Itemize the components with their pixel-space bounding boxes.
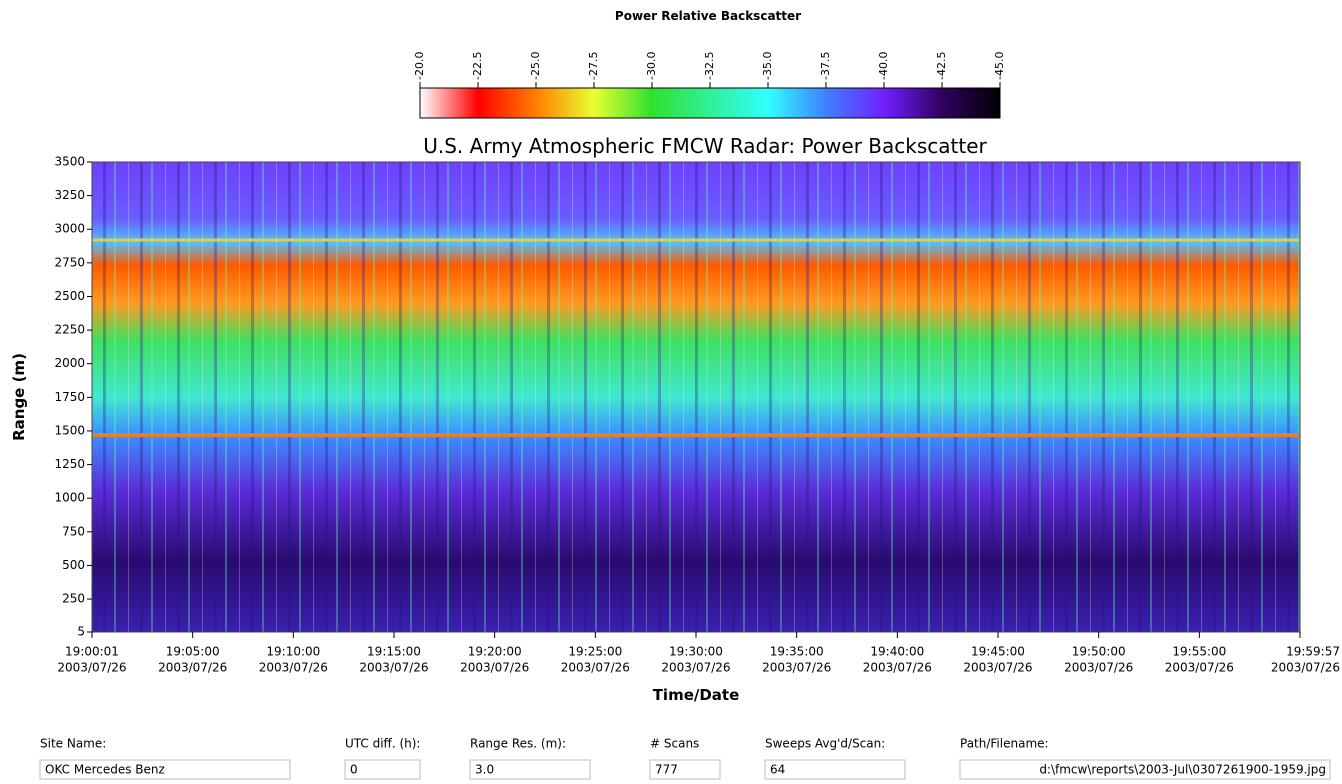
y-tick-label: 3500 <box>54 155 85 169</box>
colorbar-tick-label: -45.0 <box>993 52 1006 80</box>
x-tick-time: 19:20:00 <box>468 645 522 659</box>
x-tick-time: 19:30:00 <box>669 645 723 659</box>
y-tick-label: 3000 <box>54 222 85 236</box>
x-tick-date: 2003/07/26 <box>661 661 730 675</box>
y-tick-label: 1250 <box>54 457 85 471</box>
field-value: 64 <box>770 763 785 777</box>
field-value: 0 <box>350 763 358 777</box>
colorbar-tick-label: -25.0 <box>529 52 542 80</box>
colorbar-title: Power Relative Backscatter <box>615 9 801 23</box>
y-tick-label: 1000 <box>54 491 85 505</box>
x-tick-time: 19:45:00 <box>971 645 1025 659</box>
field-label: Path/Filename: <box>960 737 1049 751</box>
colorbar-tick-label: -30.0 <box>645 52 658 80</box>
y-tick-label: 5 <box>77 625 85 639</box>
y-tick-label: 2500 <box>54 289 85 303</box>
x-tick-time: 19:40:00 <box>870 645 924 659</box>
x-tick-date: 2003/07/26 <box>259 661 328 675</box>
field-value: 777 <box>655 763 678 777</box>
colorbar <box>419 87 1001 119</box>
y-tick-label: 1750 <box>54 390 85 404</box>
x-tick-time: 19:55:00 <box>1172 645 1226 659</box>
y-tick-label: 750 <box>62 524 85 538</box>
x-tick-time: 19:00:01 <box>65 645 119 659</box>
field-box <box>649 759 721 780</box>
x-tick-time: 19:50:00 <box>1072 645 1126 659</box>
x-tick-time: 19:15:00 <box>367 645 421 659</box>
colorbar-tick-label: -20.0 <box>413 52 426 80</box>
y-tick-label: 3250 <box>54 188 85 202</box>
x-tick-date: 2003/07/26 <box>57 661 126 675</box>
field-label: Sweeps Avg'd/Scan: <box>765 737 885 751</box>
field-box <box>469 759 591 780</box>
field-box <box>39 759 291 780</box>
y-tick-label: 500 <box>62 558 85 572</box>
x-tick-date: 2003/07/26 <box>1271 661 1340 675</box>
field-box <box>959 759 1331 780</box>
x-tick-date: 2003/07/26 <box>762 661 831 675</box>
field-label: # Scans <box>650 737 699 751</box>
field-value: OKC Mercedes Benz <box>45 763 165 777</box>
y-tick-label: 1500 <box>54 423 85 437</box>
x-tick-time: 19:59:57 <box>1286 645 1340 659</box>
field-label: UTC diff. (h): <box>345 737 420 751</box>
x-tick-time: 19:25:00 <box>568 645 622 659</box>
field-box <box>764 759 906 780</box>
x-tick-time: 19:10:00 <box>266 645 320 659</box>
colorbar-tick-label: -35.0 <box>761 52 774 80</box>
colorbar-tick-label: -27.5 <box>587 52 600 80</box>
x-tick-date: 2003/07/26 <box>561 661 630 675</box>
y-tick-label: 2750 <box>54 255 85 269</box>
y-axis-label: Range (m) <box>10 353 28 441</box>
colorbar-tick-label: -32.5 <box>703 52 716 80</box>
x-tick-time: 19:05:00 <box>166 645 220 659</box>
field-box <box>344 759 421 780</box>
colorbar-tick-label: -42.5 <box>935 52 948 80</box>
heatmap-streaks <box>92 162 1300 632</box>
y-tick-label: 250 <box>62 592 85 606</box>
x-axis-label: Time/Date <box>653 686 740 704</box>
plot-title: U.S. Army Atmospheric FMCW Radar: Power … <box>423 134 987 158</box>
x-tick-time: 19:35:00 <box>770 645 824 659</box>
y-tick-label: 2000 <box>54 356 85 370</box>
x-tick-date: 2003/07/26 <box>863 661 932 675</box>
x-tick-date: 2003/07/26 <box>1165 661 1234 675</box>
y-tick-label: 2250 <box>54 323 85 337</box>
x-tick-date: 2003/07/26 <box>359 661 428 675</box>
colorbar-tick-label: -37.5 <box>819 52 832 80</box>
field-label: Site Name: <box>40 737 106 751</box>
x-tick-date: 2003/07/26 <box>1064 661 1133 675</box>
colorbar-tick-label: -22.5 <box>471 52 484 80</box>
x-tick-date: 2003/07/26 <box>963 661 1032 675</box>
x-tick-date: 2003/07/26 <box>460 661 529 675</box>
field-value: 3.0 <box>475 763 494 777</box>
colorbar-tick-label: -40.0 <box>877 52 890 80</box>
field-value: d:\fmcw\reports\2003-Jul\0307261900-1959… <box>1039 763 1326 777</box>
x-tick-date: 2003/07/26 <box>158 661 227 675</box>
field-label: Range Res. (m): <box>470 737 566 751</box>
